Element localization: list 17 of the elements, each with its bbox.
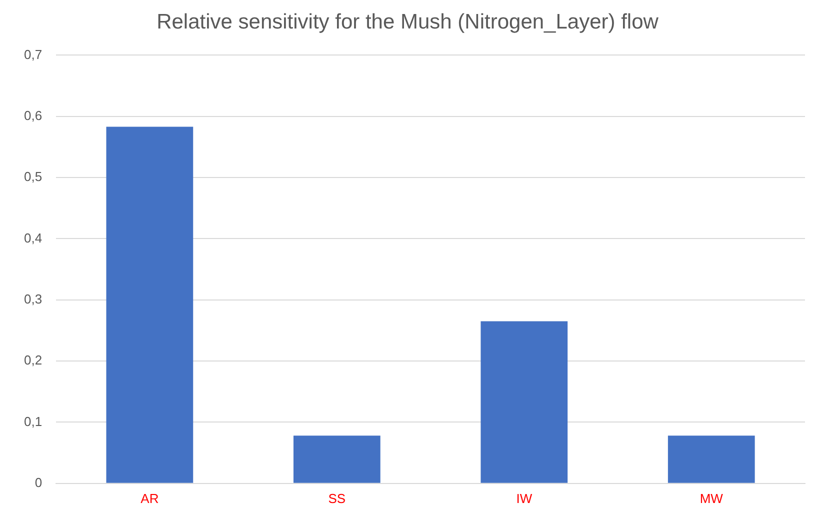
y-tick-label: 0,2 [24, 352, 42, 368]
y-tick-label: 0,4 [24, 230, 42, 246]
bar [480, 321, 568, 483]
bar [293, 436, 380, 483]
x-tick-label: SS [328, 490, 346, 506]
x-tick-label: AR [140, 490, 159, 506]
y-tick-label: 0,1 [24, 414, 42, 429]
y-tick-label: 0,6 [24, 108, 42, 123]
y-tick-label: 0,7 [24, 46, 42, 62]
x-tick-label: MW [700, 490, 724, 506]
y-tick-label: 0,3 [24, 291, 42, 306]
bar [106, 126, 194, 483]
y-tick-label: 0 [34, 474, 42, 490]
chart-title: Relative sensitivity for the Mush (Nitrogen_Layer) flow [156, 10, 660, 34]
x-tick-label: IW [516, 490, 533, 506]
bar [668, 436, 755, 483]
y-tick-label: 0,5 [24, 169, 42, 184]
